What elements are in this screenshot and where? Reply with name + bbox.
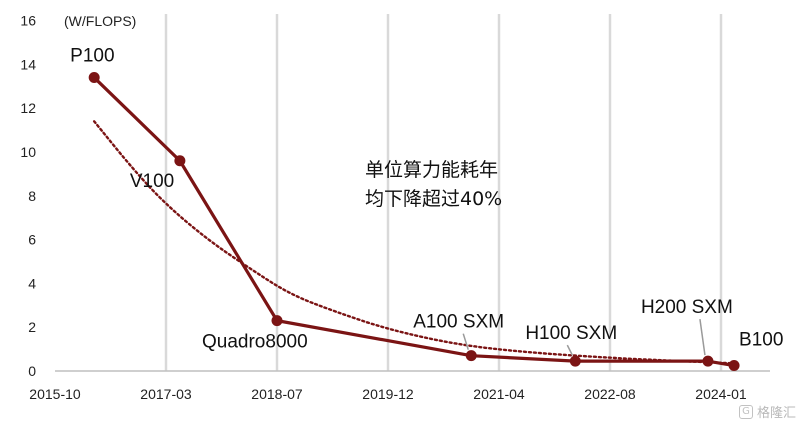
y-tick-label: 2	[28, 319, 36, 335]
data-point-p100	[88, 72, 100, 84]
point-label-h200-sxm: H200 SXM	[641, 297, 733, 318]
x-tick-label: 2024-01	[695, 386, 747, 402]
point-label-v100: V100	[130, 171, 174, 192]
data-point-v100	[174, 155, 186, 167]
x-tick-label: 2022-08	[584, 386, 636, 402]
watermark-text: 格隆汇	[756, 406, 796, 421]
data-point-h100-sxm	[569, 355, 581, 367]
y-tick-label: 6	[28, 232, 36, 248]
y-tick-label: 4	[28, 275, 36, 291]
trend-line-path	[92, 120, 736, 365]
y-axis-ticks: 0 2 4 6 8 10 12 14 16	[20, 13, 36, 379]
y-tick-label: 16	[20, 13, 36, 29]
point-label-a100-sxm: A100 SXM	[413, 312, 504, 333]
leader-line	[699, 319, 706, 356]
data-point-quadro8000	[271, 315, 283, 327]
data-points	[88, 72, 740, 372]
vertical-gridlines	[164, 14, 723, 371]
x-axis-ticks: 2015-10 2017-03 2018-07 2019-12 2021-04 2022-…	[29, 386, 747, 402]
data-point-h200-sxm	[702, 355, 714, 367]
y-tick-label: 10	[20, 144, 36, 160]
y-tick-label: 0	[28, 363, 36, 379]
watermark-logo-icon: G	[738, 404, 753, 419]
y-tick-label: 12	[20, 100, 36, 116]
trend-line	[92, 120, 736, 365]
point-label-p100: P100	[70, 46, 114, 67]
watermark: G 格隆汇	[738, 402, 796, 421]
x-tick-label: 2015-10	[29, 386, 81, 402]
point-label-quadro8000: Quadro8000	[202, 332, 308, 353]
annotation-line-1: 单位算力能耗年	[365, 159, 498, 181]
leader-line	[566, 344, 573, 356]
data-point-b100	[728, 360, 740, 372]
y-tick-label: 14	[20, 56, 36, 72]
annotation-line-2: 均下降超过40%	[365, 188, 502, 210]
point-label-b100: B100	[739, 330, 783, 351]
x-tick-label: 2019-12	[362, 386, 414, 402]
label-leader-lines	[462, 319, 706, 356]
point-label-h100-sxm: H100 SXM	[525, 323, 617, 344]
x-tick-label: 2018-07	[251, 386, 303, 402]
x-tick-label: 2021-04	[473, 386, 525, 402]
leader-line	[462, 333, 469, 350]
y-tick-label: 8	[28, 188, 36, 204]
data-point-a100-sxm	[465, 350, 477, 362]
y-axis-label: (W/FLOPS)	[64, 13, 136, 29]
point-labels: P100 V100 Quadro8000 A100 SXM H100 SXM H200 S…	[70, 46, 783, 353]
x-tick-label: 2017-03	[140, 386, 192, 402]
